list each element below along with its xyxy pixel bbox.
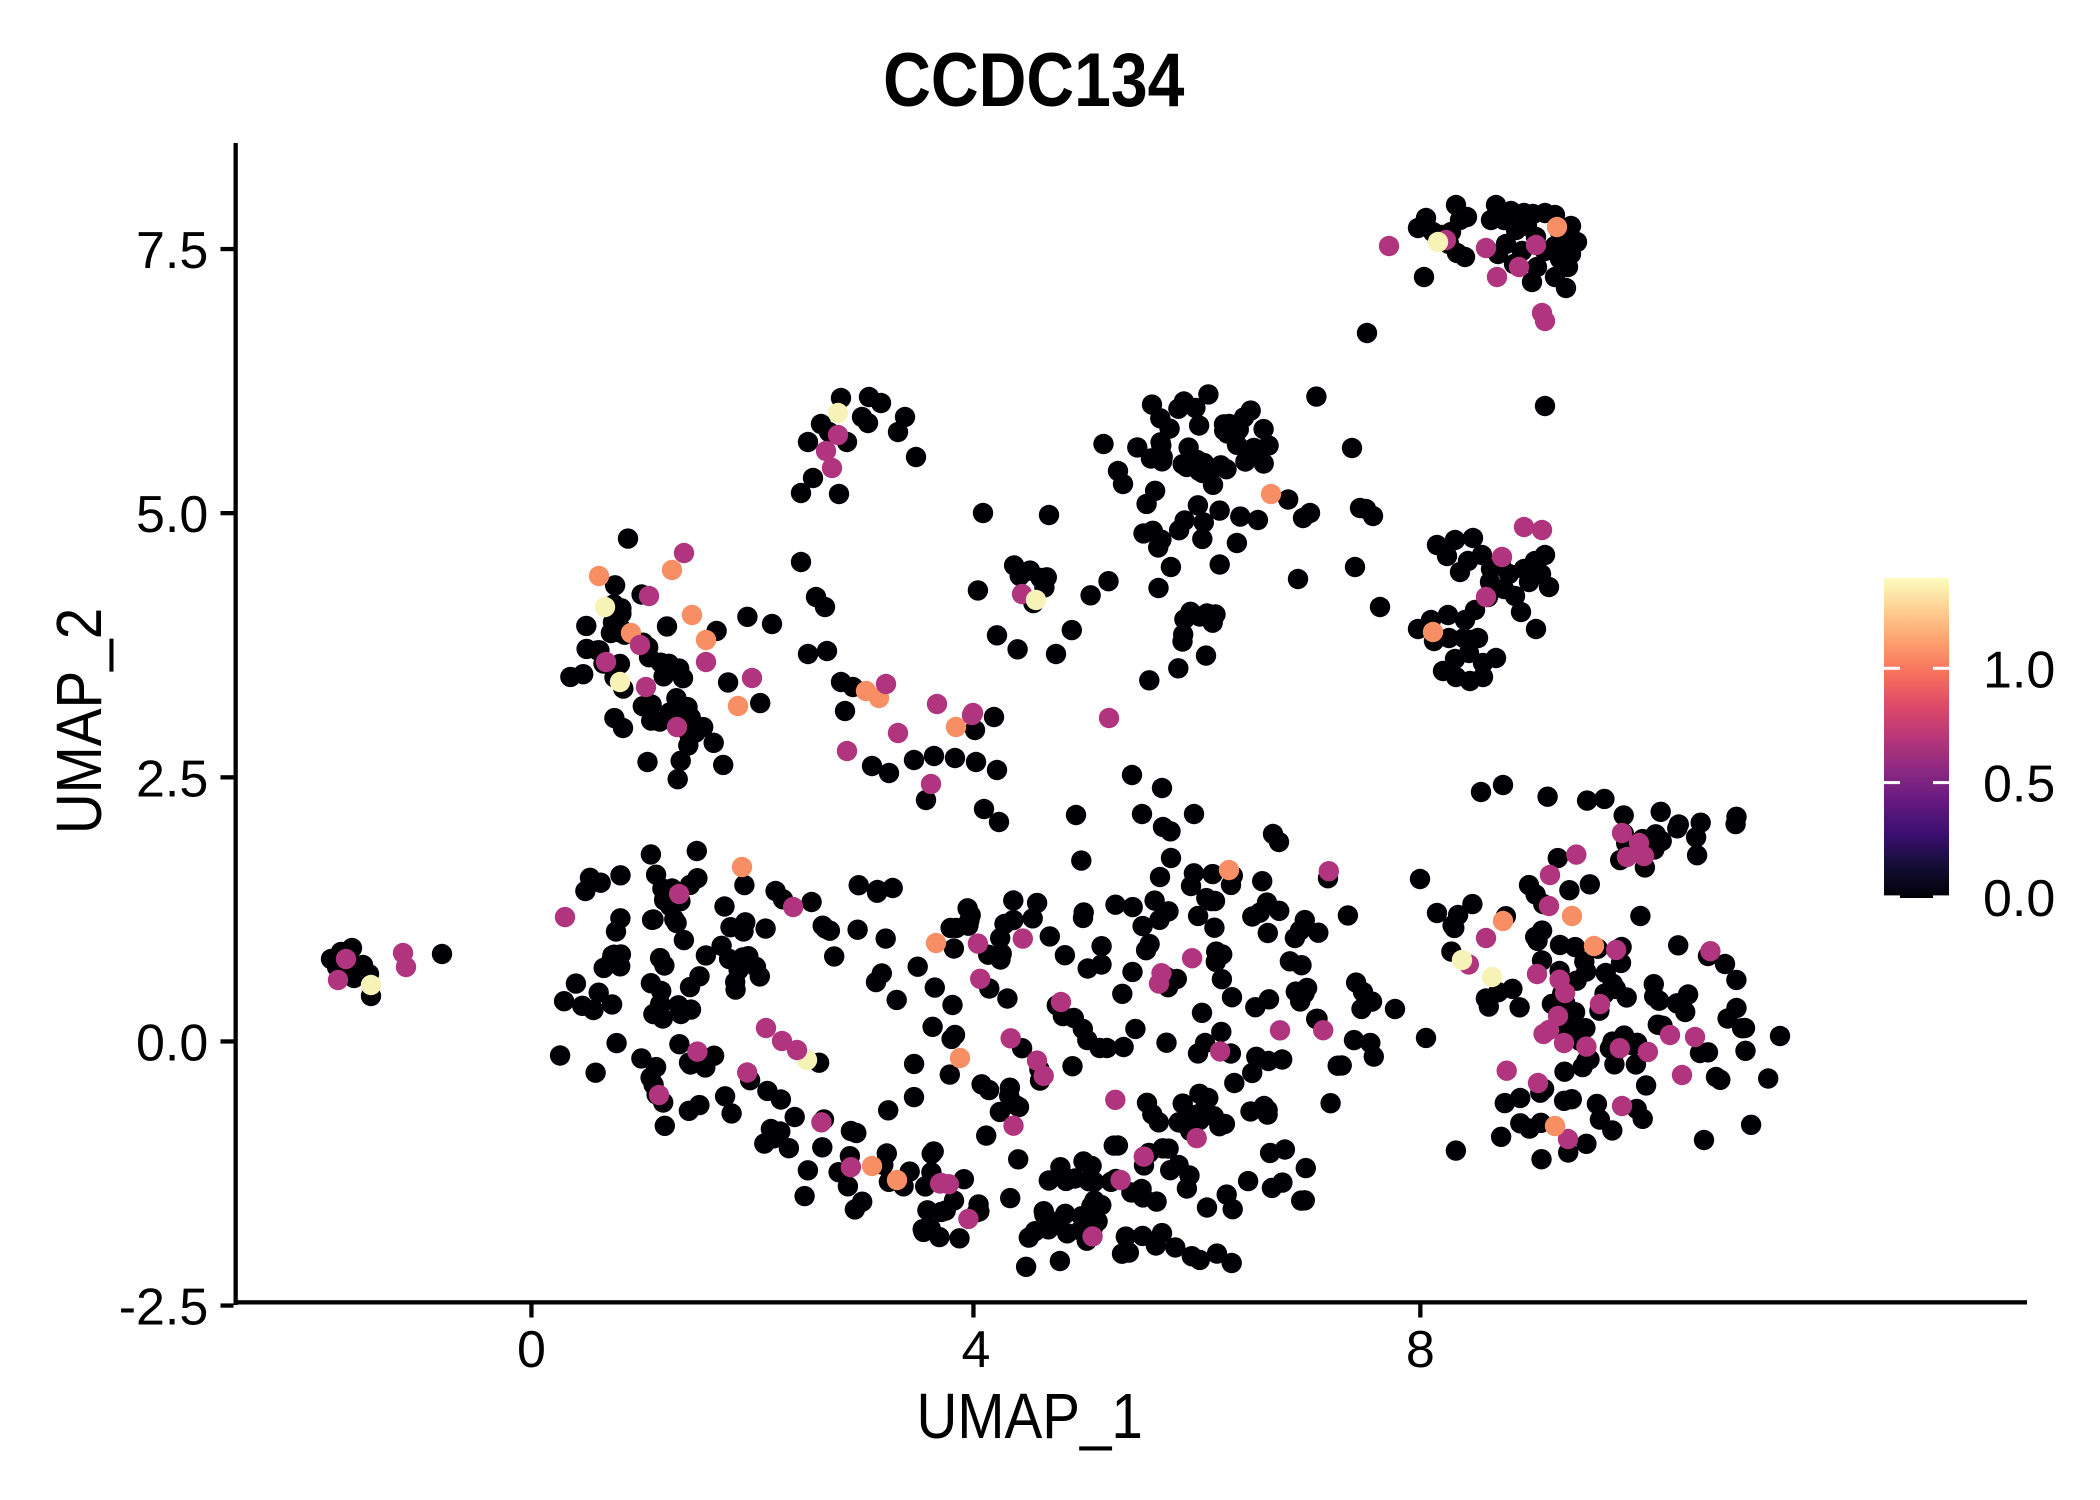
svg-text:0.5: 0.5	[1983, 756, 2055, 814]
svg-text:CCDC134: CCDC134	[883, 39, 1185, 123]
svg-text:5.0: 5.0	[136, 486, 208, 544]
svg-text:0.0: 0.0	[1983, 870, 2055, 928]
svg-text:UMAP_1: UMAP_1	[917, 1380, 1143, 1452]
svg-text:UMAP_2: UMAP_2	[43, 608, 115, 834]
svg-text:1.0: 1.0	[1983, 641, 2055, 699]
svg-text:7.5: 7.5	[136, 222, 208, 280]
svg-text:8: 8	[1406, 1321, 1435, 1379]
svg-text:0.0: 0.0	[136, 1014, 208, 1072]
svg-text:4: 4	[961, 1321, 990, 1379]
svg-text:-2.5: -2.5	[119, 1279, 209, 1337]
svg-text:2.5: 2.5	[136, 750, 208, 808]
svg-text:0: 0	[517, 1321, 546, 1379]
